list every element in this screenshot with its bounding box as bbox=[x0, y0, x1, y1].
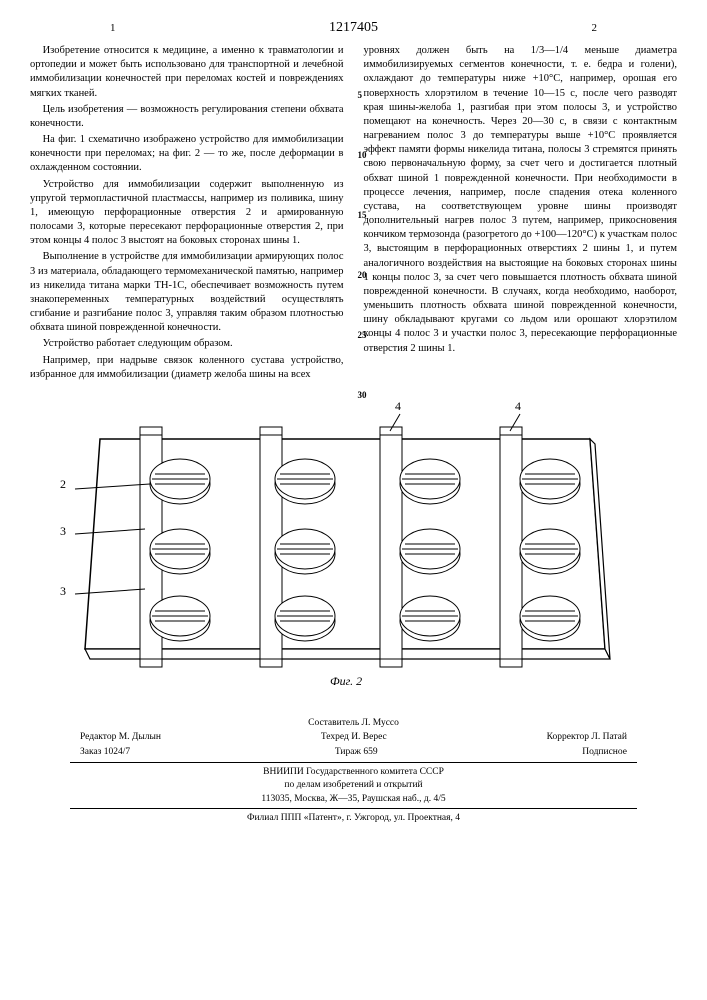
para: уровнях должен быть на 1/3—1/4 меньше ди… bbox=[364, 44, 678, 356]
footer-branch: Филиал ППП «Патент», г. Ужгород, ул. Про… bbox=[30, 812, 677, 824]
footer-address: 113035, Москва, Ж—35, Раушская наб., д. … bbox=[30, 793, 677, 805]
footer-org: ВНИИПИ Государственного комитета СССР bbox=[30, 766, 677, 778]
footer-editor: Редактор М. Дылын bbox=[80, 731, 161, 743]
footer-tirage: Тираж 659 bbox=[335, 746, 378, 758]
left-column: Изобретение относится к медицине, а имен… bbox=[30, 44, 344, 384]
footer-corrector: Корректор Л. Патай bbox=[547, 731, 627, 743]
figure-label-4a: 4 bbox=[395, 399, 401, 414]
right-column: уровнях должен быть на 1/3—1/4 меньше ди… bbox=[364, 44, 678, 384]
figure-label-2: 2 bbox=[60, 477, 66, 492]
footer: Составитель Л. Муссо Редактор М. Дылын Т… bbox=[30, 717, 677, 824]
footer-org2: по делам изобретений и открытий bbox=[30, 779, 677, 791]
footer-row-2: Заказ 1024/7 Тираж 659 Подписное bbox=[30, 746, 677, 758]
figure-label-3a: 3 bbox=[60, 524, 66, 539]
para: Устройство работает следующим образом. bbox=[30, 337, 344, 351]
figure-svg bbox=[30, 399, 670, 689]
para: Выполнение в устройстве для иммобилизаци… bbox=[30, 250, 344, 335]
para: Цель изобретения — возможность регулиров… bbox=[30, 103, 344, 131]
figure-caption: Фиг. 2 bbox=[330, 674, 362, 689]
figure-2: 2 3 3 4 4 Фиг. 2 bbox=[30, 399, 677, 709]
para: Изобретение относится к медицине, а имен… bbox=[30, 44, 344, 101]
header-row: 1 1217405 2 bbox=[30, 20, 677, 36]
document-number: 1217405 bbox=[116, 20, 592, 36]
footer-tech: Техред И. Верес bbox=[321, 731, 387, 743]
footer-order: Заказ 1024/7 bbox=[80, 746, 130, 758]
para: На фиг. 1 схематично изображено устройст… bbox=[30, 133, 344, 176]
page-number-right: 2 bbox=[592, 22, 598, 34]
footer-subscription: Подписное bbox=[582, 746, 627, 758]
figure-label-3b: 3 bbox=[60, 584, 66, 599]
text-columns: Изобретение относится к медицине, а имен… bbox=[30, 44, 677, 384]
line-marker: 5 bbox=[358, 89, 363, 101]
footer-compiler: Составитель Л. Муссо bbox=[30, 717, 677, 729]
footer-row-1: Редактор М. Дылын Техред И. Верес Коррек… bbox=[30, 731, 677, 743]
para: Устройство для иммобилизации содержит вы… bbox=[30, 178, 344, 249]
figure-label-4b: 4 bbox=[515, 399, 521, 414]
para: Например, при надрыве связок коленного с… bbox=[30, 354, 344, 382]
